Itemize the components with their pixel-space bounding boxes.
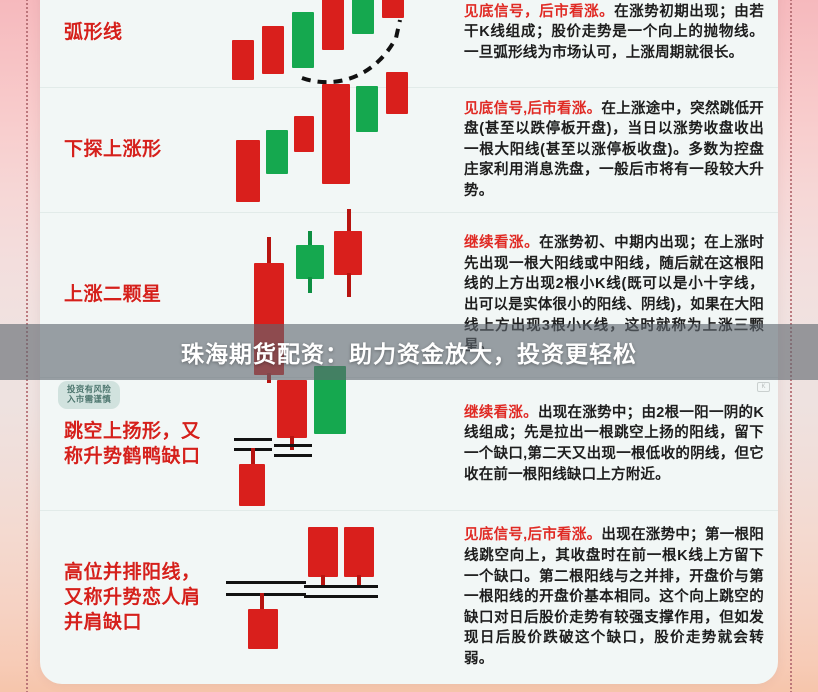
- pattern-description: 继续看涨。出现在涨势中；由2根一阳一阴的K线组成；先是拉出一根跳空上扬的阳线，留…: [464, 403, 764, 485]
- pattern-name-label: 跳空上扬形，又称升势鹤鸭缺口: [64, 420, 201, 467]
- signal-body: 在涨势初期出现；由若干K线组成；股价走势是一个向上的抛物线。一旦弧形线为市场认可…: [464, 3, 765, 61]
- gap-marker: [342, 585, 378, 588]
- candlestick-chart: [222, 72, 454, 212]
- pattern-name-cell: 高位并排阳线，又称升势恋人肩并肩缺口: [40, 511, 222, 684]
- pattern-name-cell: 弧形线: [40, 0, 222, 87]
- candle-bullish: [344, 527, 374, 577]
- candle-wick: [357, 575, 361, 587]
- signal-highlight: 见底信号,后市看涨。: [464, 527, 602, 544]
- watermark-banner: 珠海期货配资：助力资金放大，投资更轻松: [0, 324, 818, 380]
- signal-highlight: 见底信号，后市看涨。: [464, 3, 615, 20]
- candle-bearish: [292, 12, 314, 68]
- gap-marker: [274, 454, 312, 457]
- pattern-chart-cell: [222, 366, 454, 510]
- candle-bullish: [322, 0, 344, 50]
- risk-line-2: 入市需谨慎: [67, 394, 112, 405]
- candle-wick: [260, 593, 264, 611]
- candlestick-chart: [222, 366, 454, 510]
- candlestick-chart: [222, 511, 454, 684]
- signal-highlight: 见底信号,后市看涨。: [464, 100, 602, 117]
- candle-wick: [251, 448, 255, 466]
- signal-highlight: 继续看涨。: [464, 404, 538, 421]
- table-row: 弧形线 见底信号，后市看涨。在涨势初期出现；由若干K线组成；股价走势: [40, 0, 778, 88]
- signal-body: 出现在涨势中；由2根一阳一阴的K线组成；先是拉出一根跳空上扬的阳线，留下一个缺口…: [464, 404, 765, 483]
- candlestick-chart: [222, 0, 454, 87]
- pattern-name-label: 弧形线: [64, 21, 123, 43]
- candle-wick: [267, 237, 271, 267]
- pattern-description: 见底信号，后市看涨。在涨势初期出现；由若干K线组成；股价走势是一个向上的抛物线。…: [464, 2, 764, 64]
- candle-bearish-small: [296, 245, 324, 279]
- pattern-chart-cell: [222, 511, 454, 684]
- pattern-name-label: 高位并排阳线，又称升势恋人肩并肩缺口: [64, 561, 201, 634]
- gap-marker: [226, 593, 270, 596]
- pattern-name-cell: 上涨二颗星: [40, 213, 222, 377]
- candle-wick: [347, 209, 351, 233]
- pattern-description: 见底信号,后市看涨。出现在涨势中；第一根阳线跳空向上，其收盘时在前一根K线上方留…: [464, 525, 764, 669]
- gap-marker: [304, 595, 342, 598]
- pattern-description-cell: 见底信号,后市看涨。在上涨途中，突然跳低开盘(甚至以跌停板开盘)，当日以涨势收盘…: [454, 88, 778, 212]
- gap-marker: [342, 595, 378, 598]
- table-row: 下探上涨形 见底信号,后市看涨。在上涨途中，突然跳低开盘(甚至以跌停板开盘)，当…: [40, 72, 778, 213]
- dashed-arc-icon: [301, 19, 402, 85]
- candle-bullish: [236, 140, 260, 202]
- pattern-description-cell: 见底信号，后市看涨。在涨势初期出现；由若干K线组成；股价走势是一个向上的抛物线。…: [454, 0, 778, 87]
- table-row: 跳空上扬形，又称升势鹤鸭缺口 K 继续看涨。出现在涨: [40, 366, 778, 511]
- corner-badge-icon: K: [757, 382, 770, 392]
- candle-bullish: [239, 464, 265, 506]
- pattern-description-cell: 见底信号,后市看涨。出现在涨势中；第一根阳线跳空向上，其收盘时在前一根K线上方留…: [454, 511, 778, 684]
- gap-marker: [268, 581, 306, 584]
- pattern-name-label: 上涨二颗星: [64, 284, 162, 306]
- risk-line-1: 投资有风险: [67, 384, 112, 394]
- candle-wick: [308, 231, 312, 247]
- gap-marker: [268, 593, 306, 596]
- candle-bullish: [277, 380, 307, 438]
- candle-bullish: [294, 116, 314, 152]
- table-row: 高位并排阳线，又称升势恋人肩并肩缺口: [40, 511, 778, 684]
- candle-wick: [290, 436, 294, 450]
- candle-bearish: [352, 0, 374, 34]
- watermark-banner-text: 珠海期货配资：助力资金放大，投资更轻松: [181, 341, 637, 367]
- gap-marker: [304, 585, 342, 588]
- pattern-description: 见底信号,后市看涨。在上涨途中，突然跳低开盘(甚至以跌停板开盘)，当日以涨势收盘…: [464, 99, 764, 202]
- pattern-description-cell: K 继续看涨。出现在涨势中；由2根一阳一阴的K线组成；先是拉出一根跳空上扬的阳线…: [454, 378, 778, 510]
- pattern-chart-cell: [222, 0, 454, 87]
- candle-bullish: [386, 72, 408, 114]
- pattern-name-label: 下探上涨形: [64, 139, 162, 161]
- candle-bearish: [356, 86, 378, 132]
- gap-marker: [274, 444, 312, 447]
- pattern-name-cell: 下探上涨形: [40, 88, 222, 212]
- gap-marker: [226, 581, 270, 584]
- candle-bullish: [262, 26, 284, 74]
- signal-body: 在上涨途中，突然跳低开盘(甚至以跌停板开盘)，当日以涨势收盘收出一根大阳线(甚至…: [464, 100, 765, 199]
- candle-bullish: [232, 40, 254, 80]
- pattern-name-cell: 跳空上扬形，又称升势鹤鸭缺口: [40, 378, 222, 510]
- gap-marker: [234, 438, 272, 441]
- candle-wick: [321, 575, 325, 587]
- candle-wick: [347, 273, 351, 297]
- candle-wick: [308, 277, 312, 293]
- candle-bullish: [308, 527, 338, 577]
- signal-highlight: 继续看涨。: [464, 235, 540, 252]
- candle-bullish-small: [334, 231, 362, 275]
- candle-bullish: [248, 609, 278, 649]
- candle-bullish-long: [322, 84, 350, 184]
- signal-body: 出现在涨势中；第一根阳线跳空向上，其收盘时在前一根K线上方留下一个缺口。第二根阳…: [464, 527, 765, 667]
- candle-bearish: [266, 130, 288, 174]
- risk-disclaimer-badge: 投资有风险 入市需谨慎: [58, 381, 121, 409]
- candle-bullish: [382, 0, 404, 18]
- pattern-chart-cell: [222, 72, 454, 212]
